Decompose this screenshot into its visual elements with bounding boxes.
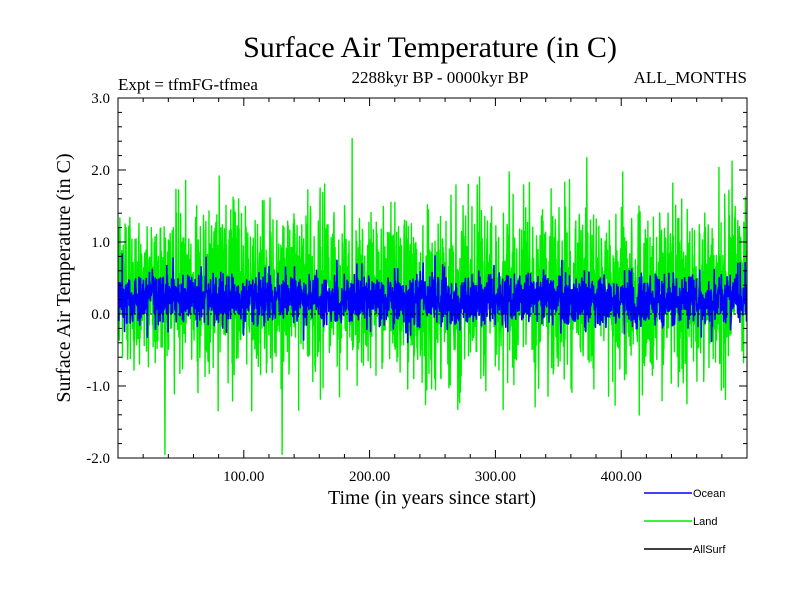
legend-label: Land xyxy=(693,516,717,528)
legend-label: AllSurf xyxy=(693,544,726,556)
y-tick-label: 1.0 xyxy=(91,235,110,251)
chart-subtitle-right: ALL_MONTHS xyxy=(634,68,747,87)
plot-frame xyxy=(117,97,748,459)
x-tick-label: 300.00 xyxy=(475,469,516,485)
chart-subtitle-center: 2288kyr BP - 0000kyr BP xyxy=(352,68,529,87)
y-tick-label: 3.0 xyxy=(91,91,110,107)
y-tick-label: -1.0 xyxy=(86,379,110,395)
x-tick-label: 100.00 xyxy=(223,469,264,485)
x-tick-label: 200.00 xyxy=(349,469,390,485)
y-tick-label: 2.0 xyxy=(91,163,110,179)
x-tick-label: 400.00 xyxy=(601,469,642,485)
legend: Ocean Land AllSurf xyxy=(644,488,726,556)
chart-subtitle-left: Expt = tfmFG-tfmea xyxy=(118,75,258,94)
y-tick-label: 0.0 xyxy=(91,307,110,323)
y-tick-label: -2.0 xyxy=(86,451,110,467)
x-axis-label: Time (in years since start) xyxy=(328,487,536,509)
plot-area xyxy=(117,97,748,459)
y-axis-label: Surface Air Temperature (in C) xyxy=(53,153,75,402)
legend-label: Ocean xyxy=(693,488,725,500)
chart-title: Surface Air Temperature (in C) xyxy=(243,31,617,64)
